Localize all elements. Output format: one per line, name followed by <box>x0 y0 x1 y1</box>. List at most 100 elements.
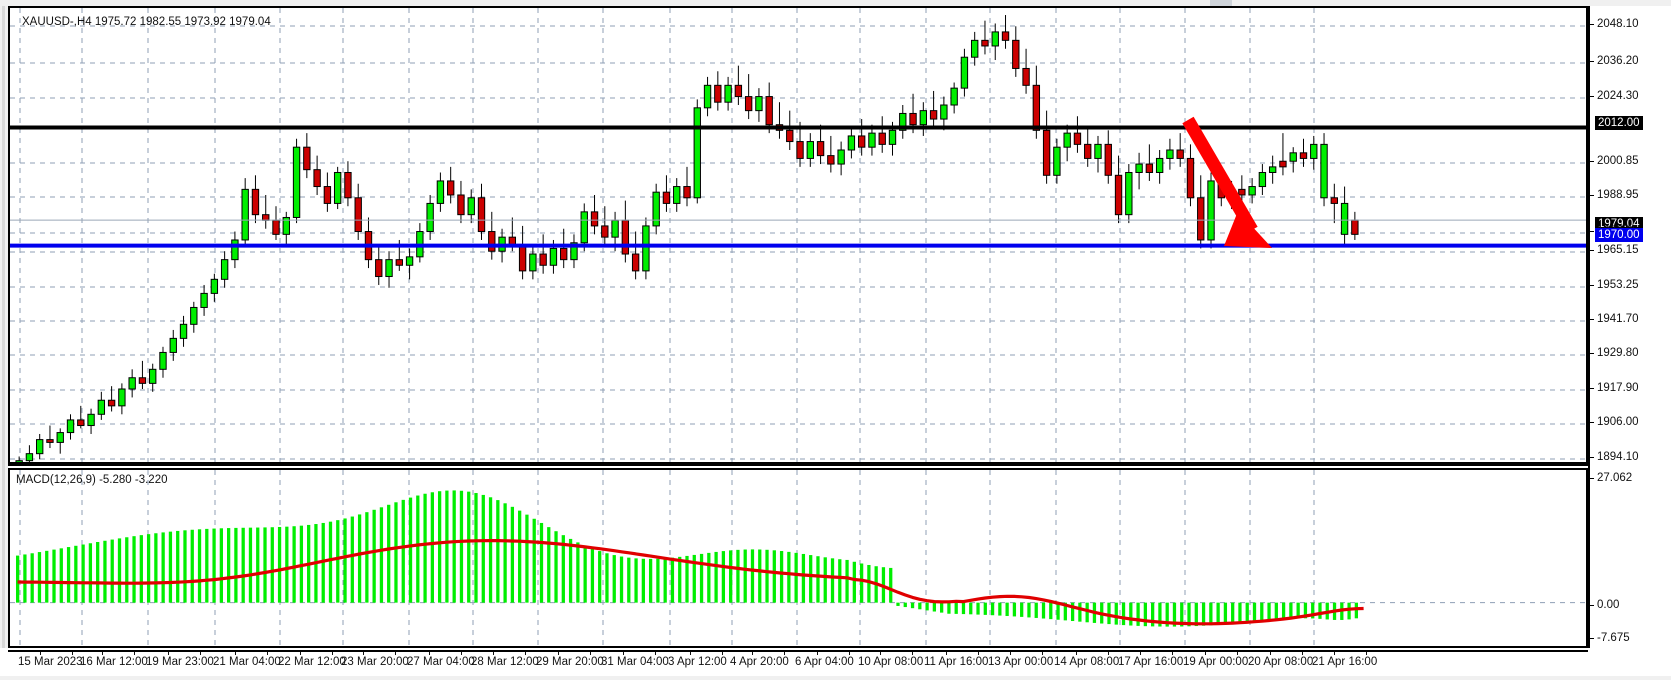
macd-histogram-bar <box>598 551 602 603</box>
macd-histogram-bar <box>23 554 27 603</box>
candle-body <box>806 141 814 159</box>
price-chart-pane[interactable]: XAUUSD-,H4 1975.72 1982.55 1973.92 1979.… <box>8 6 1588 464</box>
candle-body <box>1135 163 1143 173</box>
time-tick-mark-minor <box>134 650 135 655</box>
time-tick-mark-minor <box>267 650 268 655</box>
candle-body <box>1289 152 1297 162</box>
macd-histogram-bar <box>1034 602 1038 618</box>
candle-body <box>210 278 219 294</box>
candle-body <box>251 188 260 216</box>
macd-histogram-bar <box>30 553 34 603</box>
down-arrow-annotation[interactable] <box>1182 116 1272 248</box>
macd-histogram-bar <box>809 555 813 603</box>
macd-histogram-bar <box>794 552 798 603</box>
candle <box>477 183 486 240</box>
macd-histogram-bar <box>45 550 49 603</box>
macd-signal-line <box>17 539 1364 626</box>
candle-body <box>231 239 239 261</box>
time-tick-mark-minor <box>525 650 526 655</box>
macd-histogram-bar <box>132 536 136 603</box>
macd-histogram-bar <box>1238 602 1242 624</box>
candle <box>97 391 106 420</box>
macd-histogram-bar <box>772 550 776 603</box>
candle <box>36 433 44 460</box>
candle <box>827 135 835 173</box>
candle <box>857 119 866 156</box>
macd-histogram-bar <box>379 507 384 603</box>
macd-histogram-bar <box>452 490 456 603</box>
candle-body <box>857 135 866 148</box>
candle <box>107 386 116 412</box>
scroll-marker[interactable] <box>1210 0 1232 6</box>
candle-body <box>1207 180 1215 241</box>
time-tick-mark-minor <box>72 650 73 655</box>
candle-body <box>292 146 301 218</box>
candle <box>755 88 763 122</box>
macd-histogram-bar <box>1136 602 1140 626</box>
candle <box>118 383 126 415</box>
macd-histogram-bar <box>1114 602 1118 625</box>
macd-histogram-bar <box>554 531 558 603</box>
macd-histogram-bar <box>859 563 864 603</box>
candle-body <box>878 132 886 145</box>
candle-body <box>1145 163 1154 173</box>
macd-tick-label: -7.675 <box>1597 632 1630 644</box>
price-tick-mark <box>1588 422 1594 423</box>
macd-histogram-bar <box>663 558 667 603</box>
candle-body <box>1340 202 1349 235</box>
macd-histogram-bar <box>845 559 849 603</box>
candle-body <box>570 242 578 261</box>
time-axis[interactable]: 15 Mar 2023 16 Mar 12:00 19 Mar 23:00 21 Ma… <box>8 650 1588 676</box>
candle-body <box>333 171 342 204</box>
macd-histogram-bar <box>627 557 631 603</box>
candle <box>1279 133 1287 176</box>
macd-histogram-bar <box>823 557 827 603</box>
macd-histogram-bar <box>605 553 609 603</box>
macd-histogram-bar <box>343 518 347 603</box>
candle <box>518 225 527 280</box>
time-tick-mark-minor <box>1042 650 1043 655</box>
candle <box>169 329 177 361</box>
macd-histogram-bar <box>947 602 951 614</box>
time-tick-label: 19 Mar 23:00 <box>146 656 214 668</box>
price-axis[interactable]: 2048.10 2036.20 2024.30 2012.00 2000.85 1988.… <box>1588 6 1671 648</box>
candle <box>1073 116 1082 153</box>
macd-histogram-bar <box>976 602 980 615</box>
macd-histogram-bar <box>714 551 718 603</box>
candle-body <box>539 253 547 266</box>
candle-body <box>1125 171 1133 216</box>
candle <box>765 82 773 134</box>
price-tick-label: 2048.10 <box>1597 18 1639 30</box>
candle-body <box>642 225 650 272</box>
macd-histogram-bar <box>1056 602 1060 620</box>
time-tick-label: 17 Apr 16:00 <box>1118 656 1184 668</box>
price-tick-mark <box>1588 161 1594 162</box>
candle-body <box>868 132 876 148</box>
macd-histogram-bar <box>1070 602 1075 622</box>
macd-histogram-bar <box>459 490 464 603</box>
price-tick-label: 2012.00 <box>1595 116 1643 130</box>
candle <box>426 194 434 240</box>
candle <box>919 102 928 136</box>
macd-histogram-bar <box>1201 602 1206 626</box>
macd-histogram-bar <box>932 602 937 612</box>
macd-histogram-bar <box>241 527 245 603</box>
candle-body <box>241 188 249 241</box>
candle-body <box>457 194 465 216</box>
candle-body <box>1012 39 1020 69</box>
price-tick-label: 1953.25 <box>1597 279 1639 291</box>
time-tick-mark <box>1205 650 1206 655</box>
macd-histogram-bar <box>1354 602 1358 619</box>
candle <box>1114 155 1123 224</box>
candle-body <box>981 39 989 47</box>
macd-histogram-bar <box>750 549 755 603</box>
macd-indicator-pane[interactable]: MACD(12,26,9) -5.280 -3.220 <box>8 468 1588 648</box>
arrow-shaft <box>1182 116 1258 234</box>
candle-body <box>816 141 825 157</box>
macd-histogram-bar <box>830 558 835 603</box>
price-tick-mark <box>1588 195 1594 196</box>
price-tick-label: 1988.95 <box>1597 189 1639 201</box>
candle-body <box>1104 143 1112 176</box>
candle-body <box>354 197 362 233</box>
candle-body <box>25 453 34 462</box>
